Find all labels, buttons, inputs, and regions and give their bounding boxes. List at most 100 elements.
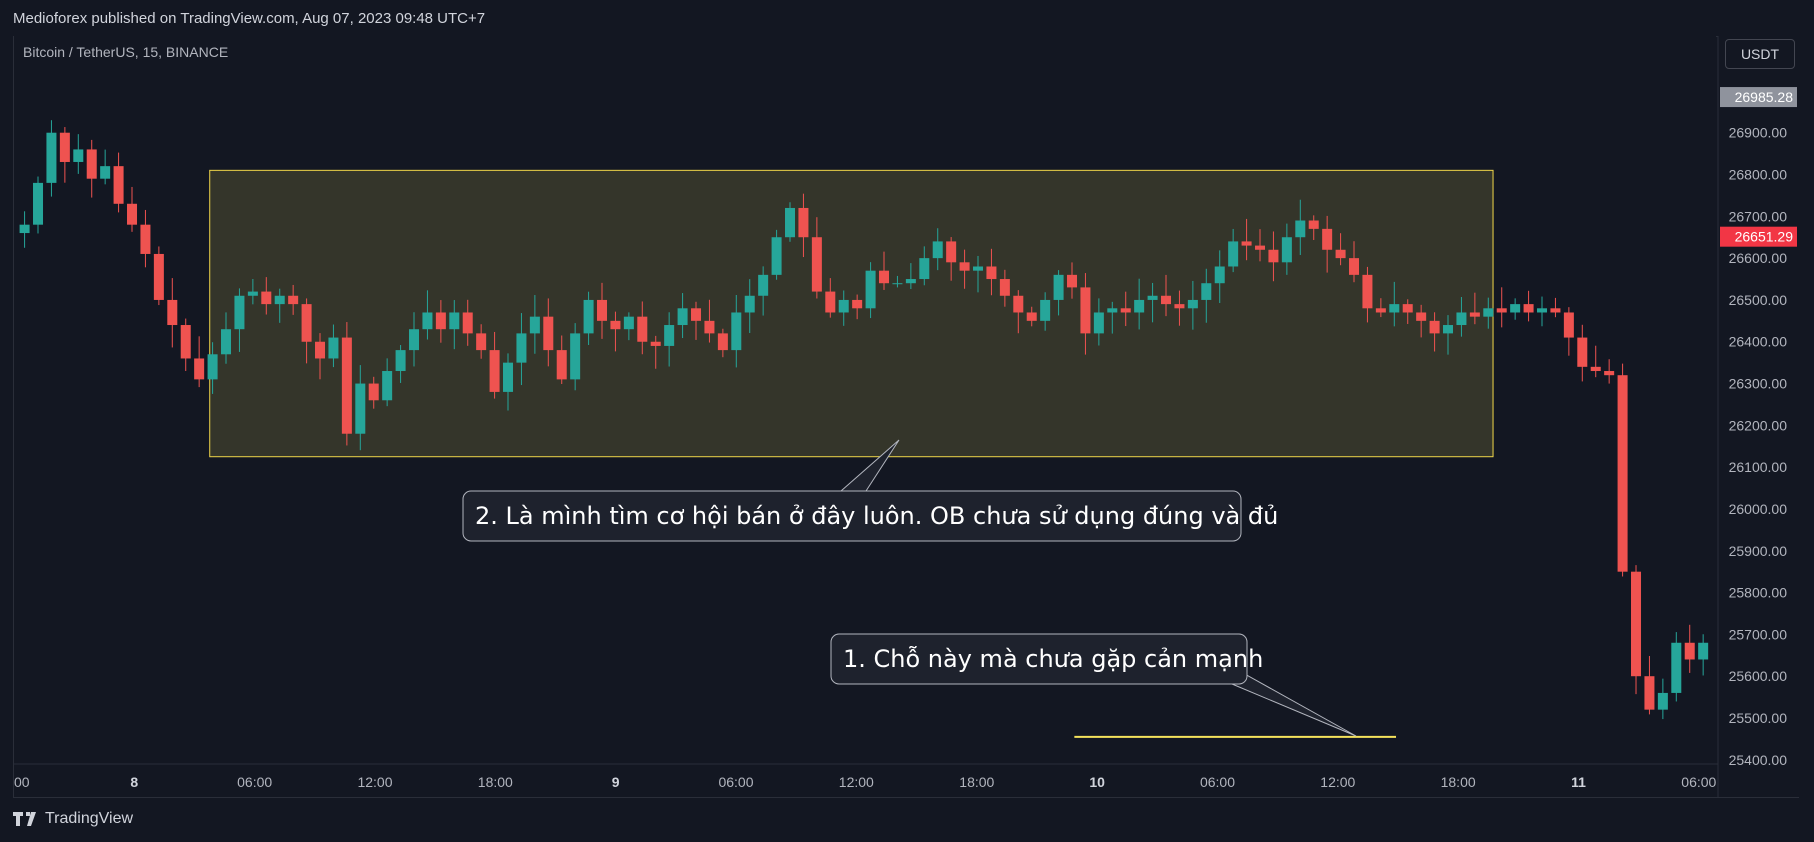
candle-body[interactable] [1577, 337, 1588, 367]
candle-body[interactable] [368, 383, 379, 401]
candle-body[interactable] [288, 295, 299, 305]
candle-body[interactable] [1657, 692, 1668, 710]
candle-body[interactable] [328, 337, 339, 359]
candle-body[interactable] [153, 253, 164, 300]
candle-body[interactable] [409, 329, 420, 351]
candle-body[interactable] [1510, 304, 1521, 313]
candle-body[interactable] [1644, 676, 1655, 710]
candle-body[interactable] [677, 308, 688, 326]
candle-body[interactable] [1067, 274, 1078, 288]
candle-body[interactable] [1053, 274, 1064, 300]
candle-body[interactable] [33, 182, 44, 225]
candle-body[interactable] [825, 291, 836, 313]
candle-body[interactable] [771, 237, 782, 275]
candle-body[interactable] [1523, 304, 1534, 313]
candle-body[interactable] [1134, 299, 1145, 313]
candle-body[interactable] [1362, 274, 1373, 309]
candle-body[interactable] [570, 333, 581, 380]
candle-body[interactable] [1268, 249, 1279, 263]
candle-body[interactable] [382, 371, 393, 401]
callout-sell-zone-box[interactable] [462, 490, 1242, 542]
candle-body[interactable] [462, 312, 473, 334]
candle-body[interactable] [167, 299, 178, 326]
candle-body[interactable] [623, 316, 634, 330]
candle-body[interactable] [1375, 308, 1386, 313]
candle-body[interactable] [852, 299, 863, 309]
candle-body[interactable] [704, 320, 715, 334]
candle-body[interactable] [892, 283, 903, 285]
candle-body[interactable] [838, 299, 849, 313]
candle-body[interactable] [1429, 320, 1440, 334]
candle-body[interactable] [1228, 241, 1239, 267]
candle-body[interactable] [1187, 299, 1198, 309]
symbol-title[interactable]: Bitcoin / TetherUS, 15, BINANCE [23, 44, 229, 60]
candle-body[interactable] [1201, 283, 1212, 300]
candle-body[interactable] [1402, 304, 1413, 313]
candle-body[interactable] [1496, 308, 1507, 313]
candle-body[interactable] [247, 291, 258, 296]
candle-body[interactable] [1416, 312, 1427, 321]
candle-body[interactable] [932, 241, 943, 259]
candle-body[interactable] [1469, 312, 1480, 317]
candle-body[interactable] [1537, 308, 1548, 313]
candle-body[interactable] [1631, 571, 1642, 677]
candle-body[interactable] [301, 304, 312, 342]
candle-body[interactable] [1590, 366, 1601, 372]
candle-body[interactable] [1040, 299, 1051, 321]
candle-body[interactable] [261, 291, 272, 305]
candle-body[interactable] [610, 320, 621, 330]
candle-body[interactable] [1604, 371, 1615, 376]
candle-body[interactable] [1335, 249, 1346, 259]
candle-body[interactable] [919, 258, 930, 280]
candle-body[interactable] [1174, 304, 1185, 309]
candle-body[interactable] [180, 325, 191, 359]
candle-body[interactable] [798, 207, 809, 238]
candle-body[interactable] [207, 354, 218, 380]
candle-body[interactable] [999, 279, 1010, 296]
candle-body[interactable] [516, 333, 527, 363]
candle-body[interactable] [1147, 295, 1158, 300]
candle-body[interactable] [973, 266, 984, 271]
candle-body[interactable] [1483, 308, 1494, 317]
candle-body[interactable] [879, 270, 890, 284]
candle-body[interactable] [785, 207, 796, 238]
candle-body[interactable] [113, 166, 124, 204]
candle-body[interactable] [1698, 642, 1709, 660]
candle-body[interactable] [811, 237, 822, 292]
candle-body[interactable] [556, 350, 567, 380]
footer-brand[interactable]: TradingView [13, 810, 133, 828]
candle-body[interactable] [194, 358, 205, 380]
candle-body[interactable] [1671, 642, 1682, 693]
candle-body[interactable] [597, 299, 608, 321]
candle-body[interactable] [1617, 375, 1628, 572]
candle-body[interactable] [476, 333, 487, 351]
candle-body[interactable] [422, 312, 433, 330]
candle-body[interactable] [1443, 325, 1454, 334]
candle-body[interactable] [274, 295, 285, 305]
candle-body[interactable] [1295, 220, 1306, 238]
candle-body[interactable] [489, 350, 500, 392]
candle-body[interactable] [1255, 245, 1266, 250]
candle-body[interactable] [1322, 228, 1333, 250]
candle-body[interactable] [650, 341, 661, 346]
candle-body[interactable] [355, 383, 366, 434]
candle-body[interactable] [234, 295, 245, 330]
candle-body[interactable] [1389, 304, 1400, 313]
candle-body[interactable] [1308, 220, 1319, 229]
candle-body[interactable] [946, 241, 957, 263]
candle-body[interactable] [744, 295, 755, 313]
candle-body[interactable] [1563, 312, 1574, 338]
candle-body[interactable] [543, 316, 554, 351]
candle-body[interactable] [221, 329, 232, 355]
candle-body[interactable] [664, 325, 675, 346]
candle-body[interactable] [315, 341, 326, 359]
candle-body[interactable] [449, 312, 460, 330]
candle-body[interactable] [435, 312, 446, 330]
currency-button[interactable]: USDT [1725, 39, 1795, 69]
candle-body[interactable] [959, 262, 970, 271]
candle-body[interactable] [1550, 308, 1561, 313]
candle-body[interactable] [529, 316, 540, 334]
candle-body[interactable] [1161, 295, 1172, 305]
candle-body[interactable] [73, 149, 84, 162]
candle-body[interactable] [731, 312, 742, 351]
